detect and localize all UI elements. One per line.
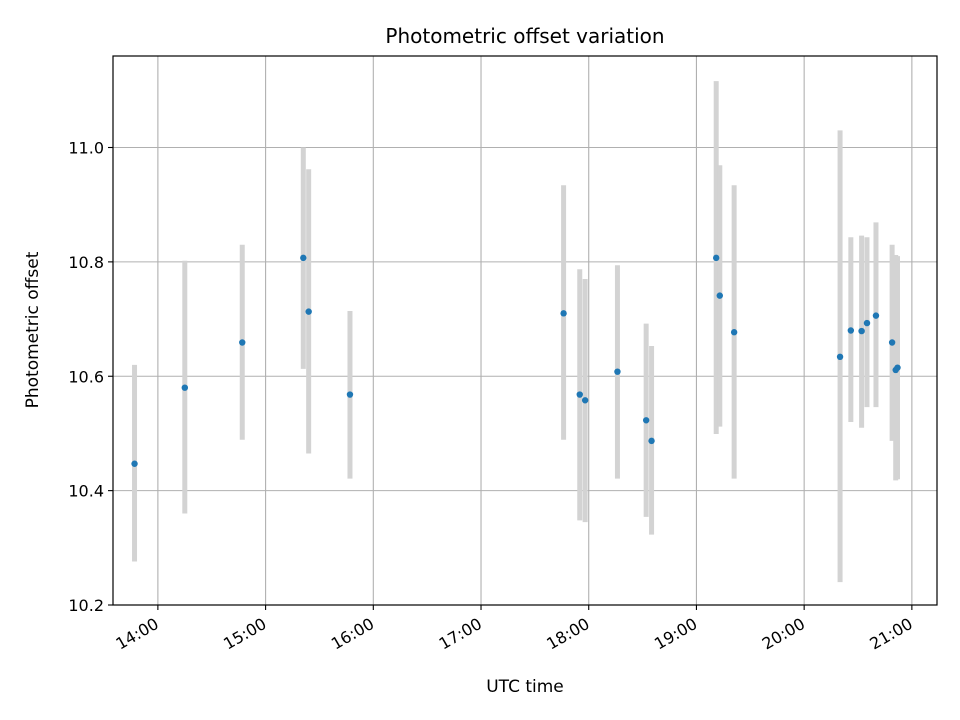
y-tick-label: 11.0	[68, 139, 104, 158]
data-point	[560, 310, 567, 317]
data-point	[894, 364, 901, 371]
y-tick-label: 10.8	[68, 253, 104, 272]
data-points	[131, 254, 901, 467]
y-axis-label: Photometric offset	[23, 251, 43, 408]
y-tick-label: 10.6	[68, 367, 104, 386]
y-tick-label: 10.4	[68, 482, 104, 501]
data-point	[614, 368, 621, 375]
plot-frame	[112, 55, 938, 606]
data-point	[888, 339, 896, 346]
data-point	[642, 417, 650, 424]
data-point	[836, 353, 844, 361]
y-axis-ticks: 10.2 10.4 10.6 10.8 11.0	[68, 139, 113, 615]
data-point	[648, 437, 655, 445]
data-point	[181, 384, 189, 391]
data-point	[872, 312, 880, 319]
x-axis-label: UTC time	[486, 677, 564, 697]
data-point	[581, 397, 589, 404]
data-point	[712, 254, 720, 262]
chart-title: Photometric offset variation	[385, 24, 664, 48]
data-point	[716, 292, 723, 299]
data-point	[300, 254, 307, 262]
data-point	[847, 327, 855, 334]
y-tick-label: 10.2	[68, 596, 104, 615]
data-point	[131, 460, 138, 467]
data-point	[239, 339, 246, 346]
data-point	[730, 329, 738, 336]
data-point	[346, 391, 354, 398]
data-point	[863, 319, 871, 327]
data-point	[858, 327, 865, 335]
data-point	[305, 308, 312, 315]
data-point	[576, 391, 583, 398]
